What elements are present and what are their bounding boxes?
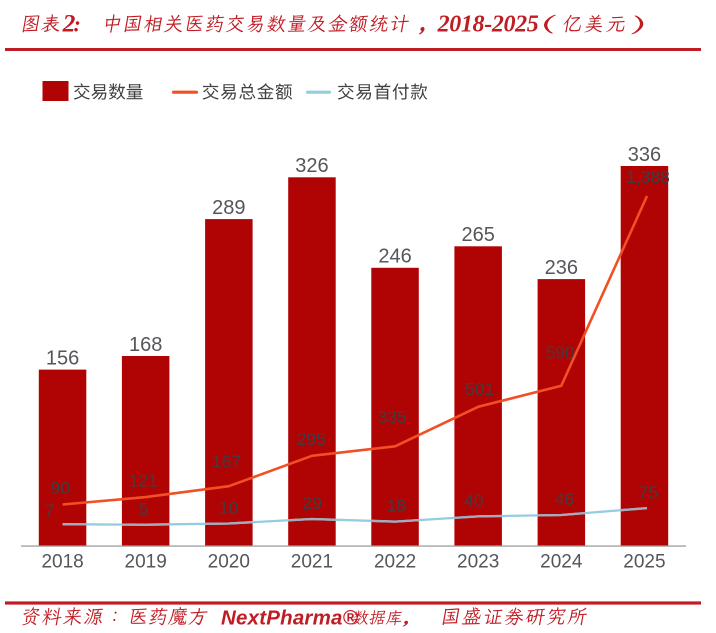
svg-text:2025: 2025 xyxy=(623,551,665,572)
svg-text:236: 236 xyxy=(545,257,578,279)
svg-text:40: 40 xyxy=(464,491,484,511)
svg-text:167: 167 xyxy=(212,452,241,472)
svg-text:2018: 2018 xyxy=(41,551,83,572)
svg-text:1,388: 1,388 xyxy=(626,167,670,187)
svg-text:7: 7 xyxy=(45,501,55,521)
svg-text:2020: 2020 xyxy=(208,551,250,572)
svg-text:NextPharma®: NextPharma® xyxy=(221,606,359,629)
svg-text:335: 335 xyxy=(378,407,407,427)
svg-text:336: 336 xyxy=(628,144,661,166)
svg-text:295: 295 xyxy=(297,429,326,449)
svg-text:10: 10 xyxy=(219,498,239,518)
svg-text::: : xyxy=(74,11,81,36)
svg-text:2019: 2019 xyxy=(125,551,167,572)
svg-text:46: 46 xyxy=(555,489,574,509)
svg-text:5: 5 xyxy=(139,499,149,519)
svg-text:121: 121 xyxy=(129,470,158,490)
svg-text:2: 2 xyxy=(62,8,76,37)
svg-text:75: 75 xyxy=(638,482,657,502)
svg-text:246: 246 xyxy=(378,246,411,268)
svg-text:501: 501 xyxy=(465,379,494,399)
svg-text:590: 590 xyxy=(546,342,575,362)
svg-text:18: 18 xyxy=(387,495,406,515)
svg-text:2022: 2022 xyxy=(374,551,416,572)
svg-text:2018-2025: 2018-2025 xyxy=(437,11,539,37)
svg-text:2021: 2021 xyxy=(291,551,333,572)
svg-text:156: 156 xyxy=(46,347,79,369)
svg-text:168: 168 xyxy=(129,334,162,356)
svg-text:265: 265 xyxy=(462,224,495,246)
svg-text:29: 29 xyxy=(302,493,321,513)
svg-text:90: 90 xyxy=(51,478,71,498)
svg-text:326: 326 xyxy=(295,155,328,177)
svg-text:2024: 2024 xyxy=(540,551,583,572)
svg-text:2023: 2023 xyxy=(457,551,499,572)
svg-text:289: 289 xyxy=(212,197,245,219)
